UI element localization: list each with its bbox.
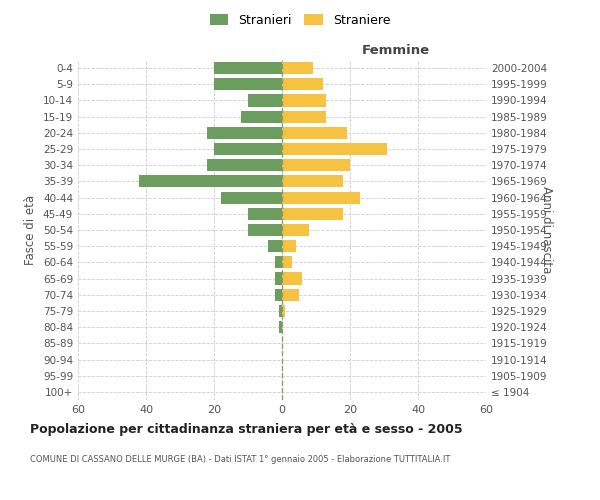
Bar [278, 321, 282, 333]
Text: Popolazione per cittadinanza straniera per età e sesso - 2005: Popolazione per cittadinanza straniera p… [30, 422, 463, 436]
Bar [282, 159, 350, 172]
Bar [248, 224, 282, 236]
Bar [248, 208, 282, 220]
Bar [282, 272, 302, 284]
Y-axis label: Anni di nascita: Anni di nascita [540, 186, 553, 274]
Bar [282, 288, 299, 301]
Bar [282, 110, 326, 122]
Bar [282, 208, 343, 220]
Text: COMUNE DI CASSANO DELLE MURGE (BA) - Dati ISTAT 1° gennaio 2005 - Elaborazione T: COMUNE DI CASSANO DELLE MURGE (BA) - Dat… [30, 455, 451, 464]
Bar [282, 143, 388, 155]
Bar [221, 192, 282, 203]
Bar [282, 127, 347, 139]
Text: Femmine: Femmine [362, 44, 430, 57]
Y-axis label: Fasce di età: Fasce di età [25, 195, 37, 265]
Bar [282, 94, 326, 106]
Bar [282, 62, 313, 74]
Bar [282, 224, 309, 236]
Bar [282, 192, 360, 203]
Bar [282, 305, 286, 317]
Bar [275, 256, 282, 268]
Bar [248, 94, 282, 106]
Bar [214, 78, 282, 90]
Bar [282, 256, 292, 268]
Bar [275, 288, 282, 301]
Bar [241, 110, 282, 122]
Bar [282, 78, 323, 90]
Bar [214, 62, 282, 74]
Bar [275, 272, 282, 284]
Legend: Stranieri, Straniere: Stranieri, Straniere [205, 8, 395, 32]
Bar [139, 176, 282, 188]
Bar [278, 305, 282, 317]
Bar [268, 240, 282, 252]
Bar [207, 159, 282, 172]
Bar [282, 240, 296, 252]
Bar [207, 127, 282, 139]
Bar [282, 176, 343, 188]
Bar [214, 143, 282, 155]
